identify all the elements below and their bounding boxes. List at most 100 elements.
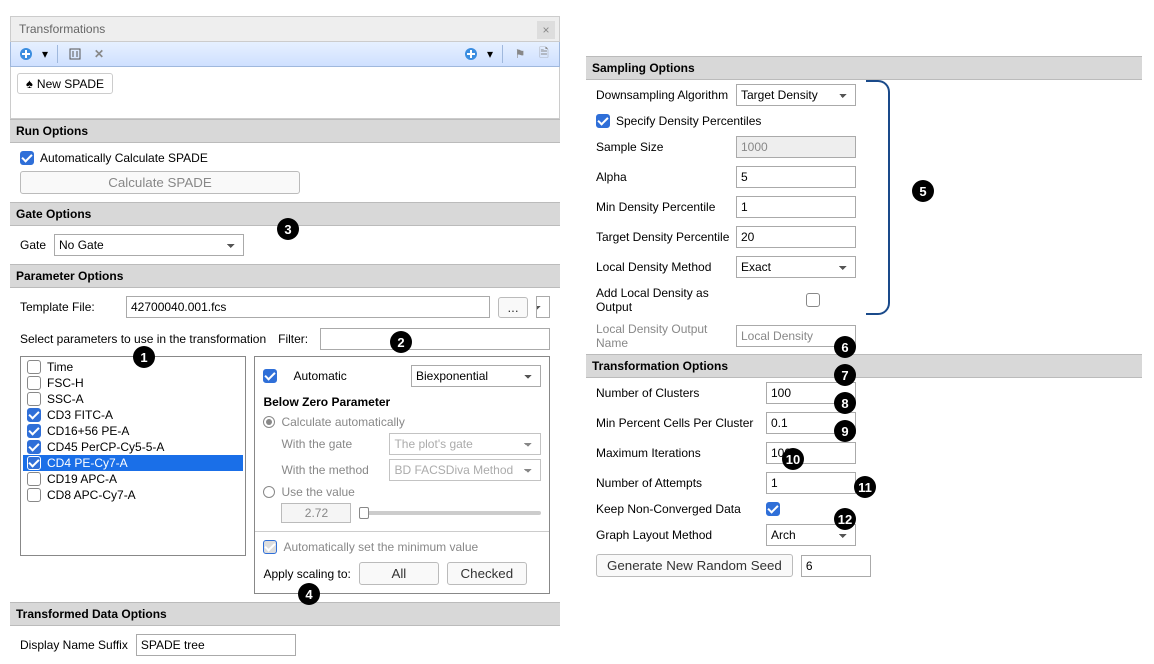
attempts-label: Number of Attempts [596,476,766,490]
minpct-label: Min Percent Cells Per Cluster [596,416,766,430]
parameter-list[interactable]: TimeFSC-HSSC-ACD3 FITC-ACD16+56 PE-ACD45… [20,356,246,556]
param-checkbox[interactable] [27,392,41,406]
callout-4: 4 [298,583,320,605]
dropdown-icon-2[interactable]: ▾ [486,45,494,63]
param-checkbox[interactable] [27,472,41,486]
sampling-header: Sampling Options [586,56,1142,80]
callout-5: 5 [912,180,934,202]
add-analysis-icon[interactable] [17,45,35,63]
template-file-label: Template File: [20,300,110,314]
run-options-header: Run Options [10,119,560,143]
below-zero-header: Below Zero Parameter [263,395,541,409]
callout-8: 8 [834,392,856,414]
automatic-label: Automatic [293,369,346,383]
close-icon[interactable]: × [537,21,555,39]
param-label: FSC-H [47,376,84,390]
keep-checkbox[interactable] [766,502,780,516]
algo-label: Downsampling Algorithm [596,88,736,102]
param-item[interactable]: FSC-H [23,375,243,391]
calculate-spade-button[interactable]: Calculate SPADE [20,171,300,194]
with-gate-label: With the gate [281,437,381,451]
param-checkbox[interactable] [27,360,41,374]
callout-9: 9 [834,420,856,442]
min-pct-input[interactable] [736,196,856,218]
add-icon[interactable] [462,45,480,63]
transform-header: Transformation Options [586,354,1142,378]
with-gate-select: The plot's gate [389,433,541,455]
gate-label: Gate [20,238,46,252]
algo-select[interactable]: Target Density [736,84,856,106]
target-pct-input[interactable] [736,226,856,248]
param-label: CD8 APC-Cy7-A [47,488,136,502]
delete-icon[interactable]: ✕ [90,45,108,63]
param-checkbox[interactable] [27,440,41,454]
param-item[interactable]: CD45 PerCP-Cy5-5-A [23,439,243,455]
param-checkbox[interactable] [27,488,41,502]
rename-icon[interactable] [66,45,84,63]
maxiter-label: Maximum Iterations [596,446,766,460]
window-title: Transformations [19,22,105,36]
specify-percentiles-checkbox[interactable] [596,114,610,128]
param-item[interactable]: SSC-A [23,391,243,407]
suffix-input[interactable] [136,634,296,656]
gate-select[interactable]: No Gate [54,234,244,256]
add-output-checkbox[interactable] [806,293,820,307]
with-method-select: BD FACSDiva Method [389,459,541,481]
param-label: CD4 PE-Cy7-A [47,456,128,470]
param-item[interactable]: CD16+56 PE-A [23,423,243,439]
sample-size-input [736,136,856,158]
param-options-header: Parameter Options [10,264,560,288]
alpha-input[interactable] [736,166,856,188]
param-label: CD3 FITC-A [47,408,113,422]
document-icon[interactable]: 🗎 [535,45,553,63]
callout-10: 10 [782,448,804,470]
ldm-label: Local Density Method [596,260,736,274]
param-item[interactable]: CD3 FITC-A [23,407,243,423]
calc-auto-radio [263,416,275,428]
seed-input[interactable] [801,555,871,577]
maxiter-input[interactable] [766,442,856,464]
select-params-label: Select parameters to use in the transfor… [20,332,266,346]
callout-1: 1 [133,346,155,368]
dropdown-icon[interactable]: ▾ [41,45,49,63]
callout-2: 2 [390,331,412,353]
ldm-select[interactable]: Exact [736,256,856,278]
suffix-label: Display Name Suffix [20,638,128,652]
attempts-input[interactable] [766,472,856,494]
browse-button[interactable]: ... [498,297,528,318]
flag-icon[interactable]: ⚑ [511,45,529,63]
param-checkbox[interactable] [27,376,41,390]
param-checkbox[interactable] [27,408,41,422]
param-item[interactable]: CD8 APC-Cy7-A [23,487,243,503]
sample-size-label: Sample Size [596,140,736,154]
apply-scaling-label: Apply scaling to: [263,567,350,581]
param-checkbox[interactable] [27,424,41,438]
add-output-label: Add Local Density as Output [596,286,736,314]
autoset-min-label: Automatically set the minimum value [283,540,478,554]
tree-item-spade[interactable]: New SPADE [17,73,113,94]
template-history-dropdown[interactable] [536,296,550,318]
bracket-sampling [866,80,890,315]
clusters-label: Number of Clusters [596,386,766,400]
filter-label: Filter: [278,332,308,346]
analysis-tree: New SPADE [10,67,560,119]
param-checkbox[interactable] [27,456,41,470]
transformed-data-header: Transformed Data Options [10,602,560,626]
transform-method-select[interactable]: Biexponential [411,365,541,387]
calc-auto-label: Calculate automatically [281,415,404,429]
param-label: CD19 APC-A [47,472,117,486]
output-name-label: Local Density Output Name [596,322,736,350]
toolbar: ▾ ✕ ▾ ⚑ 🗎 [10,42,560,67]
param-item[interactable]: CD19 APC-A [23,471,243,487]
automatic-checkbox[interactable] [263,369,277,383]
filter-input[interactable] [320,328,550,350]
seed-button[interactable]: Generate New Random Seed [596,554,793,577]
use-value-radio [263,486,275,498]
callout-12: 12 [834,508,856,530]
auto-calc-checkbox[interactable] [20,151,34,165]
title-bar: Transformations × [10,16,560,42]
template-file-input[interactable] [126,296,490,318]
apply-all-button[interactable]: All [359,562,439,585]
apply-checked-button[interactable]: Checked [447,562,527,585]
param-item[interactable]: CD4 PE-Cy7-A [23,455,243,471]
